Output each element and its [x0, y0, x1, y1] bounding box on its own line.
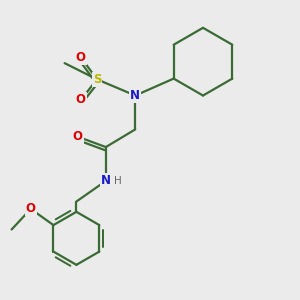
Text: N: N [101, 174, 111, 188]
Text: O: O [76, 51, 86, 64]
Text: O: O [76, 93, 86, 106]
Text: S: S [93, 73, 101, 86]
Text: N: N [130, 89, 140, 102]
Text: O: O [73, 130, 83, 143]
Text: H: H [114, 176, 122, 186]
Text: O: O [26, 202, 36, 215]
